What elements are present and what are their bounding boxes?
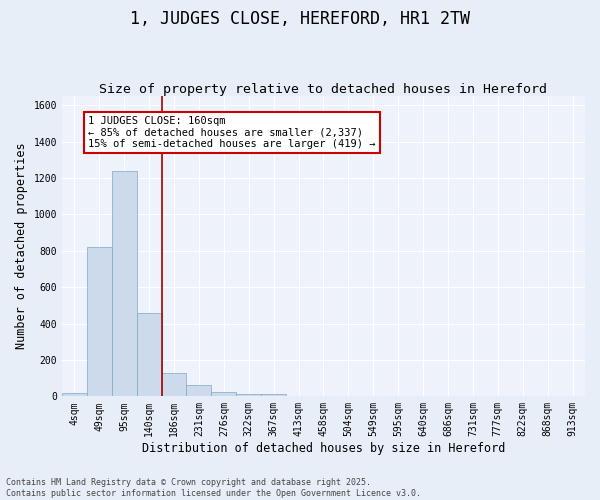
Bar	[112, 170, 137, 396]
X-axis label: Distribution of detached houses by size in Hereford: Distribution of detached houses by size …	[142, 442, 505, 455]
Y-axis label: Number of detached properties: Number of detached properties	[15, 143, 28, 350]
Bar	[236, 394, 261, 396]
Title: Size of property relative to detached houses in Hereford: Size of property relative to detached ho…	[100, 83, 547, 96]
Bar	[261, 394, 286, 396]
Text: 1 JUDGES CLOSE: 160sqm
← 85% of detached houses are smaller (2,337)
15% of semi-: 1 JUDGES CLOSE: 160sqm ← 85% of detached…	[88, 116, 376, 149]
Bar	[137, 312, 161, 396]
Bar	[161, 372, 187, 396]
Bar	[211, 392, 236, 396]
Bar	[62, 392, 87, 396]
Bar	[87, 247, 112, 396]
Text: 1, JUDGES CLOSE, HEREFORD, HR1 2TW: 1, JUDGES CLOSE, HEREFORD, HR1 2TW	[130, 10, 470, 28]
Bar	[187, 386, 211, 396]
Text: Contains HM Land Registry data © Crown copyright and database right 2025.
Contai: Contains HM Land Registry data © Crown c…	[6, 478, 421, 498]
